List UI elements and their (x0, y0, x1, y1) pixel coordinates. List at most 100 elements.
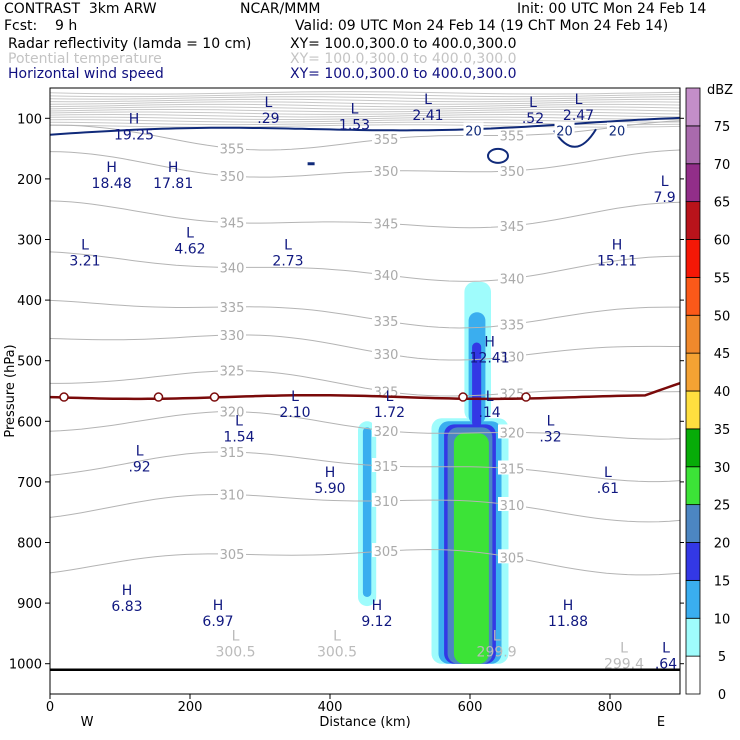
extremum-L: L (386, 389, 394, 405)
theta-label: 340 (500, 273, 525, 288)
extremum-value: .32 (539, 429, 561, 445)
extremum-L: L (284, 238, 292, 254)
extremum-L: L (486, 389, 494, 405)
extremum-L: L (351, 101, 359, 117)
theta-label: 320 (500, 426, 525, 441)
colorbar: 0 5 10 15 20 25 30 35 40 45 50 55 60 65 70 75 dBZ (685, 83, 733, 703)
x-tick-label: 400 (318, 700, 343, 715)
extremum-L: L (604, 465, 612, 481)
extremum-value: 17.81 (153, 176, 193, 192)
theta-contours: 355 355 355 350 350 350 345 345 345 340 340 340 335 3… (50, 91, 680, 576)
theta-contour (50, 106, 680, 110)
colorbar-swatch (685, 466, 701, 506)
colorbar-tick-label: 30 (714, 461, 731, 476)
theta-label: 345 (374, 217, 399, 232)
colorbar-tick-label: 35 (714, 423, 731, 438)
extremum-L: L (232, 628, 240, 644)
org-label: NCAR/MMM (240, 1, 321, 17)
colorbar-tick-label: 10 (714, 612, 731, 627)
theta-contour (50, 91, 680, 95)
theta-label-bg (372, 215, 400, 230)
extremum-value: 2.10 (279, 405, 310, 421)
extremum-value: 15.11 (597, 254, 637, 270)
theta-label: 320 (374, 425, 399, 440)
reflectivity-band-15 (472, 342, 482, 428)
extremum-value: 299.4 (604, 657, 644, 673)
field-name-reflectivity: Radar reflectivity (lamda = 10 cm) (8, 36, 252, 52)
extremum-value: 9.12 (361, 614, 392, 630)
theta-label: 305 (374, 545, 399, 560)
colorbar-swatch (685, 390, 701, 430)
colorbar-swatch (685, 352, 701, 392)
east-label: E (657, 715, 665, 730)
extremum-value: 6.97 (202, 614, 233, 630)
field-xy-reflectivity: XY= 100.0,300.0 to 400.0,300.0 (290, 36, 517, 52)
theta-label-bg (218, 168, 246, 183)
extremum-H: H (563, 598, 574, 614)
colorbar-tick-label: 70 (714, 158, 731, 173)
extremum-H: H (168, 160, 179, 176)
extremum-value: 2.41 (412, 108, 443, 124)
extremum-value: 3.21 (69, 254, 100, 270)
theta-label-bg (372, 383, 400, 398)
theta-label: 325 (220, 365, 245, 380)
wind-contour-label: 20 (609, 124, 626, 139)
theta-label-bg (372, 131, 400, 146)
theta-label-bg (218, 486, 246, 501)
extremum-L: L (529, 95, 537, 111)
plot-frame (49, 87, 681, 695)
extremum-H: H (122, 583, 133, 599)
extremum-H: H (213, 598, 224, 614)
theta-label: 345 (500, 220, 525, 235)
extremum-L: L (661, 174, 669, 190)
extremum-value: 300.5 (215, 644, 255, 660)
extremum-value: 5.90 (314, 481, 345, 497)
extremum-L: L (333, 628, 341, 644)
extremum-L: L (81, 238, 89, 254)
extremum-L: L (493, 628, 501, 644)
field-xy-wind: XY= 100.0,300.0 to 400.0,300.0 (290, 66, 517, 82)
theta-label-bg (498, 549, 526, 564)
theta-label: 310 (500, 499, 525, 514)
y-tick-label: 200 (17, 173, 42, 188)
extremum-H: H (484, 335, 495, 351)
colorbar-swatch (685, 239, 701, 278)
extremum-H: H (325, 465, 336, 481)
theta-label-bg (498, 217, 526, 232)
theta-label: 330 (374, 348, 399, 363)
theta-label: 335 (500, 318, 525, 333)
theta-label: 320 (220, 406, 245, 421)
theta-label-bg (218, 298, 246, 313)
extremum-value: .14 (478, 405, 500, 421)
theta-contour-310 (50, 494, 680, 523)
y-axis-label: Pressure (hPa) (3, 344, 18, 437)
theta-label: 315 (374, 460, 399, 475)
init-time: Init: 00 UTC Mon 24 Feb 14 (517, 1, 707, 17)
theta-label-bg (372, 162, 400, 177)
theta-label-bg (218, 403, 246, 418)
wind-contours: 20 20 20 (50, 116, 680, 672)
theta-label-bg (372, 458, 400, 473)
theta-label: 330 (220, 329, 245, 344)
theta-label-bg (372, 543, 400, 558)
extremum-value: 299.9 (477, 644, 517, 660)
theta-label: 355 (500, 129, 525, 144)
theta-contour (50, 113, 680, 118)
extremum-L: L (662, 641, 670, 657)
theta-contour (50, 103, 680, 108)
extremum-value: .61 (597, 481, 619, 497)
theta-label: 310 (220, 489, 245, 504)
colorbar-tick-label: 45 (714, 347, 731, 362)
theta-contour (50, 93, 680, 98)
colorbar-tick-label: 15 (714, 574, 731, 589)
theta-label: 350 (500, 165, 525, 180)
wind-contour-20 (487, 147, 509, 164)
axes: 100 200 300 400 500 600 700 800 900 1000 0 200 400 60… (3, 87, 684, 730)
extremum-value: 7.9 (653, 190, 675, 206)
reflectivity-band-25 (453, 433, 489, 664)
wind-contour-label: 20 (556, 124, 573, 139)
extremum-L: L (186, 226, 194, 242)
colorbar-swatch (685, 655, 701, 695)
theta-label: 310 (374, 495, 399, 510)
extremum-value: 6.83 (111, 599, 142, 615)
